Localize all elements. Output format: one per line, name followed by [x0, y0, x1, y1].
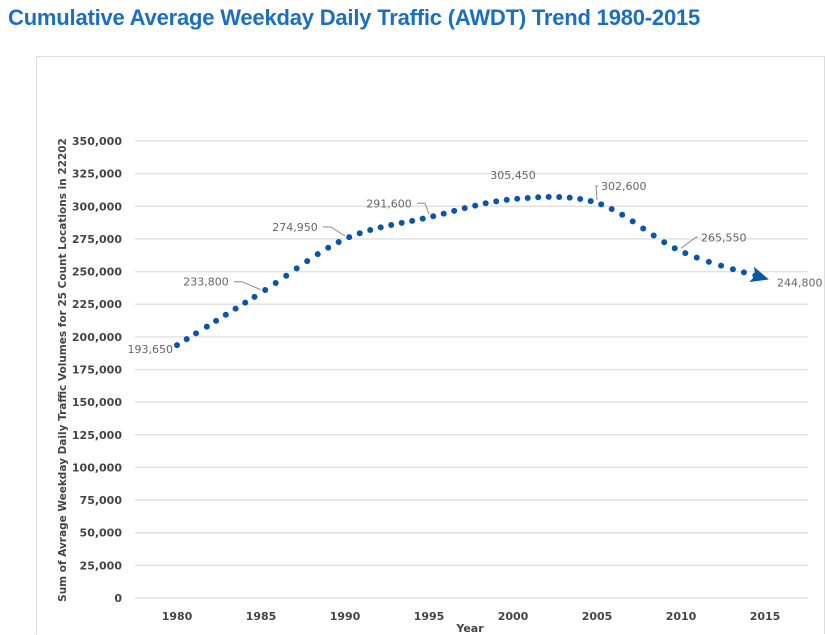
line-dot	[693, 254, 700, 261]
x-tick-label: 1995	[414, 610, 445, 623]
line-dot	[409, 217, 416, 224]
line-dot	[524, 194, 531, 201]
x-tick-label: 2010	[666, 610, 697, 623]
line-dot	[598, 201, 605, 208]
x-tick-label: 1990	[330, 610, 361, 623]
label-leader-line	[234, 281, 262, 291]
y-tick-label: 75,000	[80, 494, 123, 507]
line-dot	[482, 200, 489, 207]
x-tick-label: 1985	[246, 610, 277, 623]
line-dot	[729, 266, 736, 273]
y-tick-label: 125,000	[72, 429, 122, 442]
line-dot	[451, 207, 458, 214]
line-dot	[587, 198, 594, 205]
x-axis-label: Year	[455, 622, 484, 635]
line-dot	[650, 232, 657, 239]
line-dot	[671, 245, 678, 252]
line-dot	[705, 258, 712, 265]
y-tick-label: 325,000	[72, 168, 122, 181]
line-dot	[472, 202, 479, 209]
arrowhead	[749, 266, 769, 282]
y-tick-label: 350,000	[72, 135, 122, 148]
data-label: 233,800	[183, 276, 229, 289]
y-tick-label: 275,000	[72, 233, 122, 246]
line-dot	[430, 213, 437, 220]
x-tick-label: 2015	[750, 610, 781, 623]
line-dot	[232, 305, 239, 312]
line-dot	[293, 265, 300, 272]
line-dot	[619, 211, 626, 218]
line-dot	[608, 205, 615, 212]
line-dot	[356, 230, 363, 237]
line-dot	[514, 195, 521, 202]
line-dot	[545, 193, 552, 200]
line-dot	[388, 222, 395, 229]
line-dot	[629, 218, 636, 225]
line-dot	[314, 251, 321, 258]
y-tick-label: 100,000	[72, 461, 122, 474]
line-dot	[556, 193, 563, 200]
x-tick-label: 2005	[582, 610, 613, 623]
y-tick-label: 0	[114, 592, 122, 605]
data-label: 305,450	[490, 169, 536, 182]
y-axis-label: Sum of Avrage Weekday Daily Traffic Volu…	[57, 138, 69, 602]
line-dot	[262, 287, 269, 294]
line-dot	[193, 330, 200, 337]
line-dot	[335, 239, 342, 246]
data-label: 274,950	[272, 221, 318, 234]
label-leader-line	[417, 202, 430, 215]
line-dot	[367, 227, 374, 234]
y-tick-label: 200,000	[72, 331, 122, 344]
line-dot	[203, 323, 210, 330]
chart-title: Cumulative Average Weekday Daily Traffic…	[8, 5, 701, 30]
data-label: 291,600	[366, 197, 412, 210]
line-dot	[577, 195, 584, 202]
label-leader-line	[680, 236, 698, 249]
data-label: 244,800	[777, 276, 823, 289]
y-tick-label: 25,000	[80, 559, 123, 572]
line-dot	[222, 311, 229, 318]
y-tick-label: 250,000	[72, 266, 122, 279]
line-dot	[535, 194, 542, 201]
line-dot	[304, 258, 311, 265]
line-dot	[682, 250, 689, 257]
y-tick-label: 225,000	[72, 298, 122, 311]
line-dot	[503, 196, 510, 203]
y-tick-label: 150,000	[72, 396, 122, 409]
line-dot	[242, 299, 249, 306]
line-dot	[272, 279, 279, 286]
line-dot	[174, 342, 180, 349]
line-dot	[640, 225, 647, 232]
x-tick-label: 1980	[162, 610, 193, 623]
line-dot	[493, 198, 500, 205]
y-tick-label: 300,000	[72, 200, 122, 213]
line-dot	[461, 205, 468, 212]
line-dot	[661, 239, 668, 246]
line-dot	[377, 224, 384, 231]
line-dot	[251, 293, 258, 300]
line-dot	[440, 210, 447, 217]
data-label: 193,650	[128, 343, 174, 356]
y-tick-label: 50,000	[80, 527, 123, 540]
line-dot	[566, 194, 573, 201]
data-label: 265,550	[701, 231, 747, 244]
line-dot	[325, 244, 332, 251]
label-leader-line	[323, 226, 346, 237]
line-dot	[213, 317, 220, 324]
label-leader-line	[595, 185, 598, 200]
x-tick-label: 2000	[498, 610, 529, 623]
y-tick-label: 175,000	[72, 364, 122, 377]
line-dot	[283, 272, 290, 279]
line-dot	[419, 215, 426, 222]
line-dot	[183, 336, 190, 343]
data-label: 302,600	[601, 180, 647, 193]
line-dot	[718, 262, 725, 269]
line-dot	[398, 219, 405, 226]
line-dot	[346, 234, 353, 241]
line-dot	[740, 269, 747, 276]
